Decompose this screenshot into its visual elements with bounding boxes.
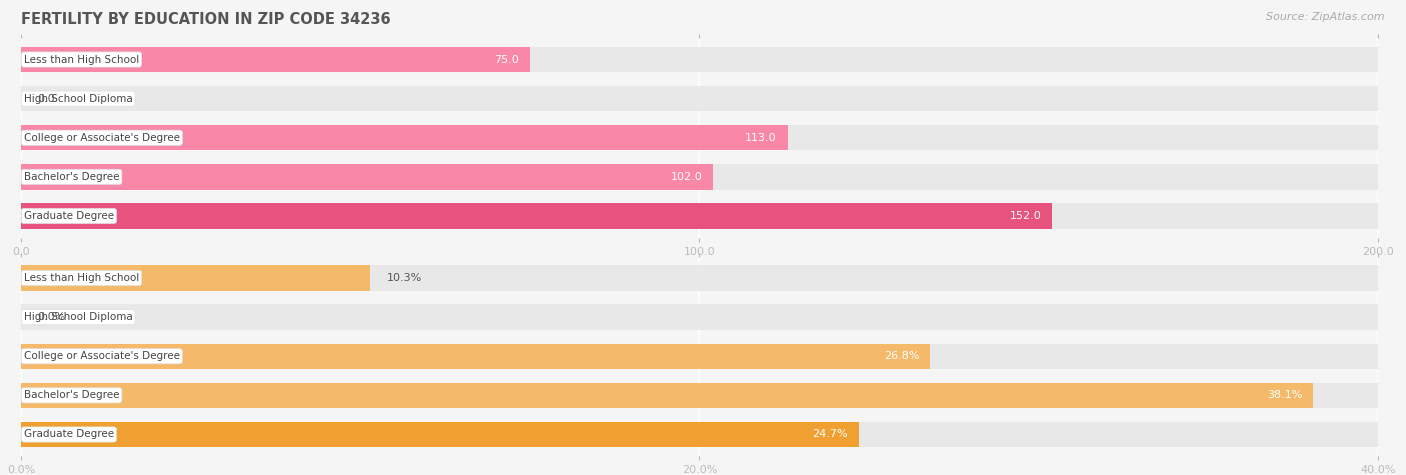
Text: Source: ZipAtlas.com: Source: ZipAtlas.com bbox=[1267, 12, 1385, 22]
Text: 75.0: 75.0 bbox=[495, 55, 519, 65]
Text: Bachelor's Degree: Bachelor's Degree bbox=[24, 172, 120, 182]
Bar bbox=[21, 422, 1378, 447]
Text: Less than High School: Less than High School bbox=[24, 273, 139, 283]
Bar bbox=[21, 266, 1378, 291]
Bar bbox=[21, 422, 859, 447]
Bar bbox=[21, 47, 1378, 72]
Bar bbox=[21, 266, 370, 291]
Text: 0.0%: 0.0% bbox=[38, 312, 66, 322]
Text: Graduate Degree: Graduate Degree bbox=[24, 211, 114, 221]
Text: Bachelor's Degree: Bachelor's Degree bbox=[24, 390, 120, 400]
Text: College or Associate's Degree: College or Associate's Degree bbox=[24, 133, 180, 143]
Text: 0.0: 0.0 bbox=[38, 94, 55, 104]
Bar bbox=[21, 203, 1052, 228]
Text: 24.7%: 24.7% bbox=[813, 429, 848, 439]
Bar bbox=[21, 383, 1313, 408]
Text: High School Diploma: High School Diploma bbox=[24, 312, 132, 322]
Text: 102.0: 102.0 bbox=[671, 172, 702, 182]
Bar bbox=[21, 203, 1378, 228]
Bar bbox=[21, 164, 713, 190]
Bar bbox=[21, 47, 530, 72]
Text: Less than High School: Less than High School bbox=[24, 55, 139, 65]
Bar bbox=[21, 125, 787, 151]
Bar bbox=[21, 164, 1378, 190]
Text: 152.0: 152.0 bbox=[1010, 211, 1042, 221]
Text: High School Diploma: High School Diploma bbox=[24, 94, 132, 104]
Bar bbox=[21, 125, 1378, 151]
Text: College or Associate's Degree: College or Associate's Degree bbox=[24, 351, 180, 361]
Text: 26.8%: 26.8% bbox=[884, 351, 920, 361]
Bar bbox=[21, 343, 931, 369]
Bar bbox=[21, 86, 1378, 111]
Text: Graduate Degree: Graduate Degree bbox=[24, 429, 114, 439]
Text: 38.1%: 38.1% bbox=[1267, 390, 1302, 400]
Bar bbox=[21, 383, 1378, 408]
Text: 113.0: 113.0 bbox=[745, 133, 778, 143]
Bar bbox=[21, 343, 1378, 369]
Text: FERTILITY BY EDUCATION IN ZIP CODE 34236: FERTILITY BY EDUCATION IN ZIP CODE 34236 bbox=[21, 12, 391, 27]
Text: 10.3%: 10.3% bbox=[387, 273, 422, 283]
Bar bbox=[21, 304, 1378, 330]
